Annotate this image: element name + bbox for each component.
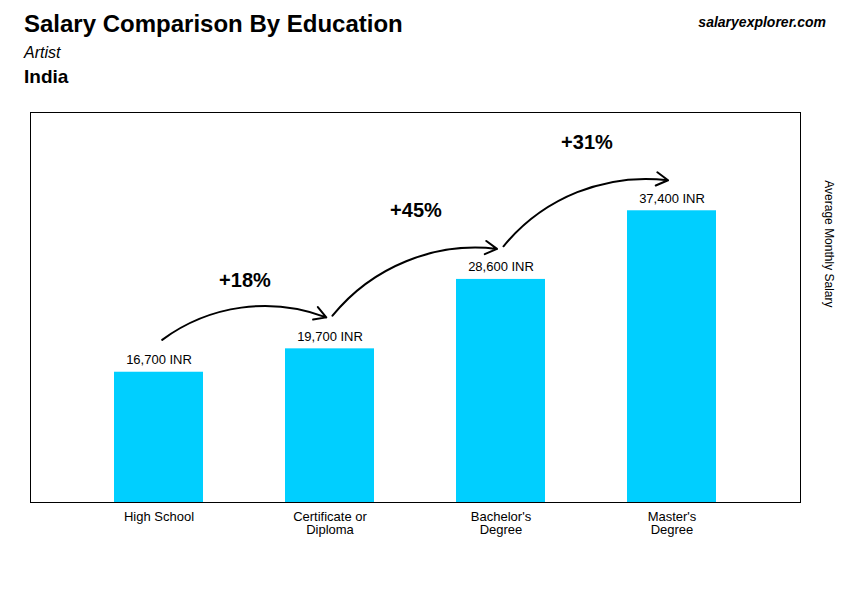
html-text:salaryexplorer.com: salaryexplorer.com — [698, 14, 826, 30]
svg-text:Bachelor'sDegree: Bachelor'sDegree — [471, 509, 532, 537]
svg-text:+31%: +31% — [561, 131, 613, 153]
svg-text:Certificate orDiploma: Certificate orDiploma — [293, 509, 367, 537]
svg-text:Average Monthly Salary: Average Monthly Salary — [822, 180, 836, 307]
svg-text:+45%: +45% — [390, 199, 442, 221]
svg-text:+18%: +18% — [219, 269, 271, 291]
svg-text:37,400 INR: 37,400 INR — [639, 191, 705, 206]
html-text:Salary Comparison By Education: Salary Comparison By Education — [24, 10, 403, 37]
html-text:Artist: Artist — [24, 44, 61, 61]
html-text:India: India — [24, 66, 69, 87]
svg-text:28,600 INR: 28,600 INR — [468, 259, 534, 274]
svg-text:Master'sDegree: Master'sDegree — [648, 509, 697, 537]
svg-text:16,700 INR: 16,700 INR — [126, 352, 192, 367]
svg-text:High School: High School — [124, 509, 194, 524]
svg-text:19,700 INR: 19,700 INR — [297, 329, 363, 344]
